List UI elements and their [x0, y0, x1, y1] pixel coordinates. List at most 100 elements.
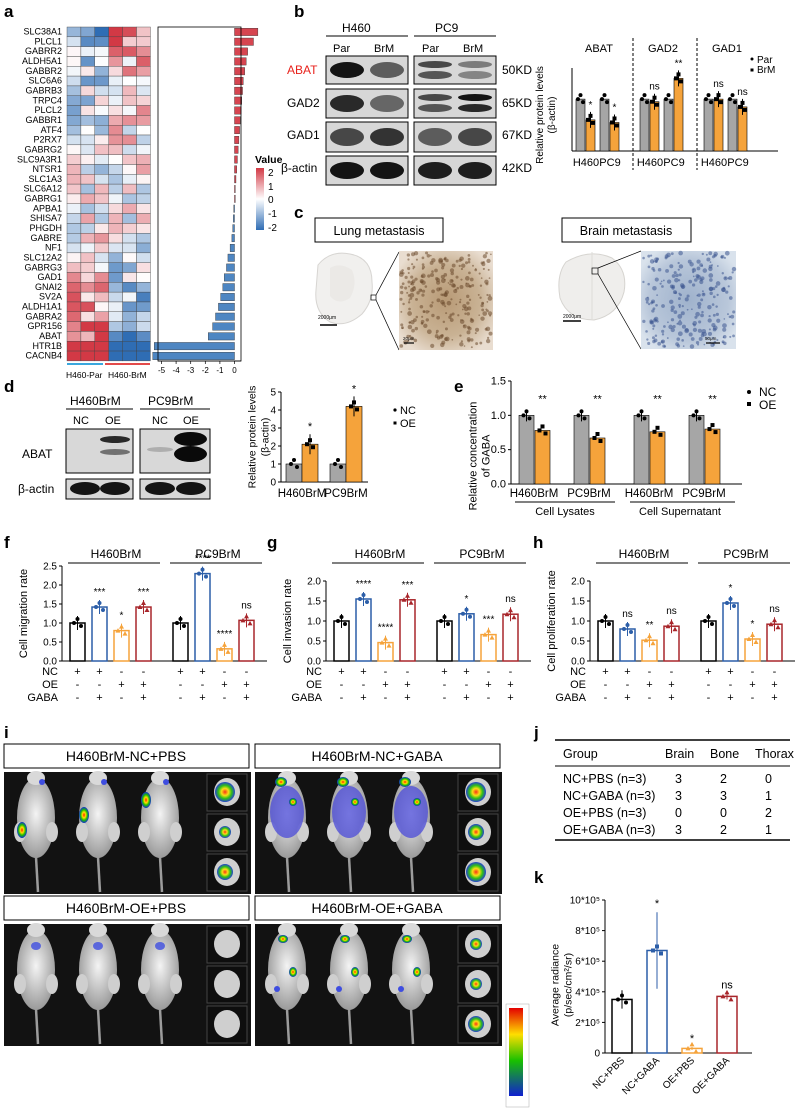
y-tick-label: 0.5 — [307, 637, 321, 648]
tissue-cell — [682, 345, 685, 348]
tissue-cell — [716, 338, 719, 342]
tissue-cell — [692, 271, 695, 274]
treat-sign: + — [243, 679, 249, 691]
heat-cell — [108, 124, 123, 136]
tissue-cell — [467, 254, 471, 257]
fold-bar — [231, 234, 235, 243]
tissue-cell — [727, 313, 729, 316]
brain-signal — [468, 1016, 484, 1032]
cell-line-label: H460BrM — [355, 547, 406, 561]
point — [689, 1041, 695, 1047]
tissue-cell — [489, 314, 492, 317]
tissue-cell — [402, 271, 405, 275]
b-ylabel-text: Relative protein levels — [535, 66, 546, 164]
blot-band — [458, 71, 492, 79]
tissue-cell — [479, 296, 482, 299]
heat-cell — [122, 203, 137, 214]
tissue-cell — [467, 260, 471, 264]
tissue-cell — [459, 342, 464, 347]
treat-sign: + — [749, 679, 755, 691]
tissue-cell — [708, 251, 713, 256]
heat-cell — [108, 144, 123, 155]
fold-bar — [224, 273, 235, 282]
brain-zoom-line-1 — [597, 250, 642, 269]
tissue-cell — [670, 308, 674, 313]
blot-b-label-abat: ABAT — [287, 63, 318, 77]
treat-row-label: NC — [306, 666, 322, 678]
tissue-cell — [404, 286, 408, 290]
brain-zoom-line-2 — [597, 273, 642, 350]
mouse-head — [402, 923, 420, 937]
heat-cell — [94, 75, 109, 87]
treat-row-label: NC — [570, 666, 586, 678]
point-par — [578, 93, 583, 98]
panel-a: a SLC38A1PLCL1GABRR2ALDH5A1GABBR2SLC6A6G… — [4, 2, 283, 380]
tissue-cell — [449, 283, 452, 286]
heat-cell — [136, 331, 151, 342]
treat-sign: - — [626, 679, 630, 691]
mouse-leg — [138, 822, 150, 842]
tissue-cell — [646, 338, 649, 341]
point — [141, 600, 146, 606]
treat-sign: - — [604, 692, 608, 704]
sig-label: ** — [708, 393, 717, 405]
ivis-images: H460BrM-NC+PBS H460BrM-NC+GABA H460BrM-OE+… — [3, 743, 530, 1108]
heat-cell — [122, 105, 137, 116]
heat-cell — [108, 233, 123, 244]
tissue-cell — [414, 326, 419, 331]
point-brm — [655, 102, 659, 107]
tissue-cell — [474, 332, 477, 335]
treat-sign: - — [245, 666, 249, 678]
tissue-cell — [731, 266, 737, 272]
ylabel: Cell proliferation rate — [546, 570, 558, 672]
heat-cell — [108, 331, 123, 342]
tissue-cell — [720, 254, 725, 259]
heat-cell — [66, 66, 82, 77]
bar-oe — [704, 428, 721, 485]
tissue-cell — [407, 258, 410, 261]
x-tick-label: H460 — [637, 157, 663, 169]
mouse-body — [392, 930, 430, 1010]
tissue-cell — [695, 274, 700, 279]
heat-cell — [66, 272, 82, 283]
point-par — [642, 93, 647, 98]
tissue-cell — [677, 331, 683, 337]
point-oe — [305, 442, 309, 447]
heat-cell — [66, 242, 82, 254]
mouse-leg — [359, 974, 371, 994]
point-brm — [679, 79, 683, 84]
brain-shape — [214, 930, 240, 958]
treat-sign: - — [406, 666, 410, 678]
sig-label: ns — [721, 979, 733, 991]
heat-cell — [94, 262, 109, 273]
point — [746, 636, 752, 641]
y-tick-label: 0.5 — [491, 444, 506, 456]
heat-cell — [122, 46, 137, 57]
sig-label: * — [465, 594, 469, 605]
point-nc — [527, 416, 532, 421]
bar-par — [663, 98, 674, 152]
ivis-group-title-box — [254, 895, 501, 921]
table-cell: 3 — [675, 772, 682, 786]
heat-cell — [80, 115, 96, 126]
cell-line-label: PC9BrM — [195, 547, 240, 561]
point — [225, 649, 231, 654]
tissue-cell — [462, 303, 467, 309]
sig-label: ns — [737, 87, 748, 98]
tissue-cell — [666, 252, 671, 258]
panel-k: k Average radiance(p/sec/cm²/sr) 0 2*10⁵ 4… — [534, 868, 752, 1097]
tissue-cell — [642, 256, 645, 260]
y-tick-label: 8*10⁵ — [575, 926, 600, 937]
point-brm — [612, 116, 617, 121]
tissue-cell — [490, 253, 492, 256]
tissue-cell — [470, 338, 474, 342]
point — [647, 633, 652, 639]
tissue-cell — [671, 274, 676, 278]
tissue-cell — [420, 319, 425, 324]
tissue-cell — [479, 341, 483, 345]
b-group-gad1: GAD1 — [712, 43, 742, 55]
heat-cell — [94, 124, 109, 136]
treat-sign: + — [243, 692, 249, 704]
bar-par — [703, 98, 714, 152]
panel-b: b H460 PC9 Par BrM Par BrM ABAT GAD2 GAD… — [281, 2, 778, 186]
